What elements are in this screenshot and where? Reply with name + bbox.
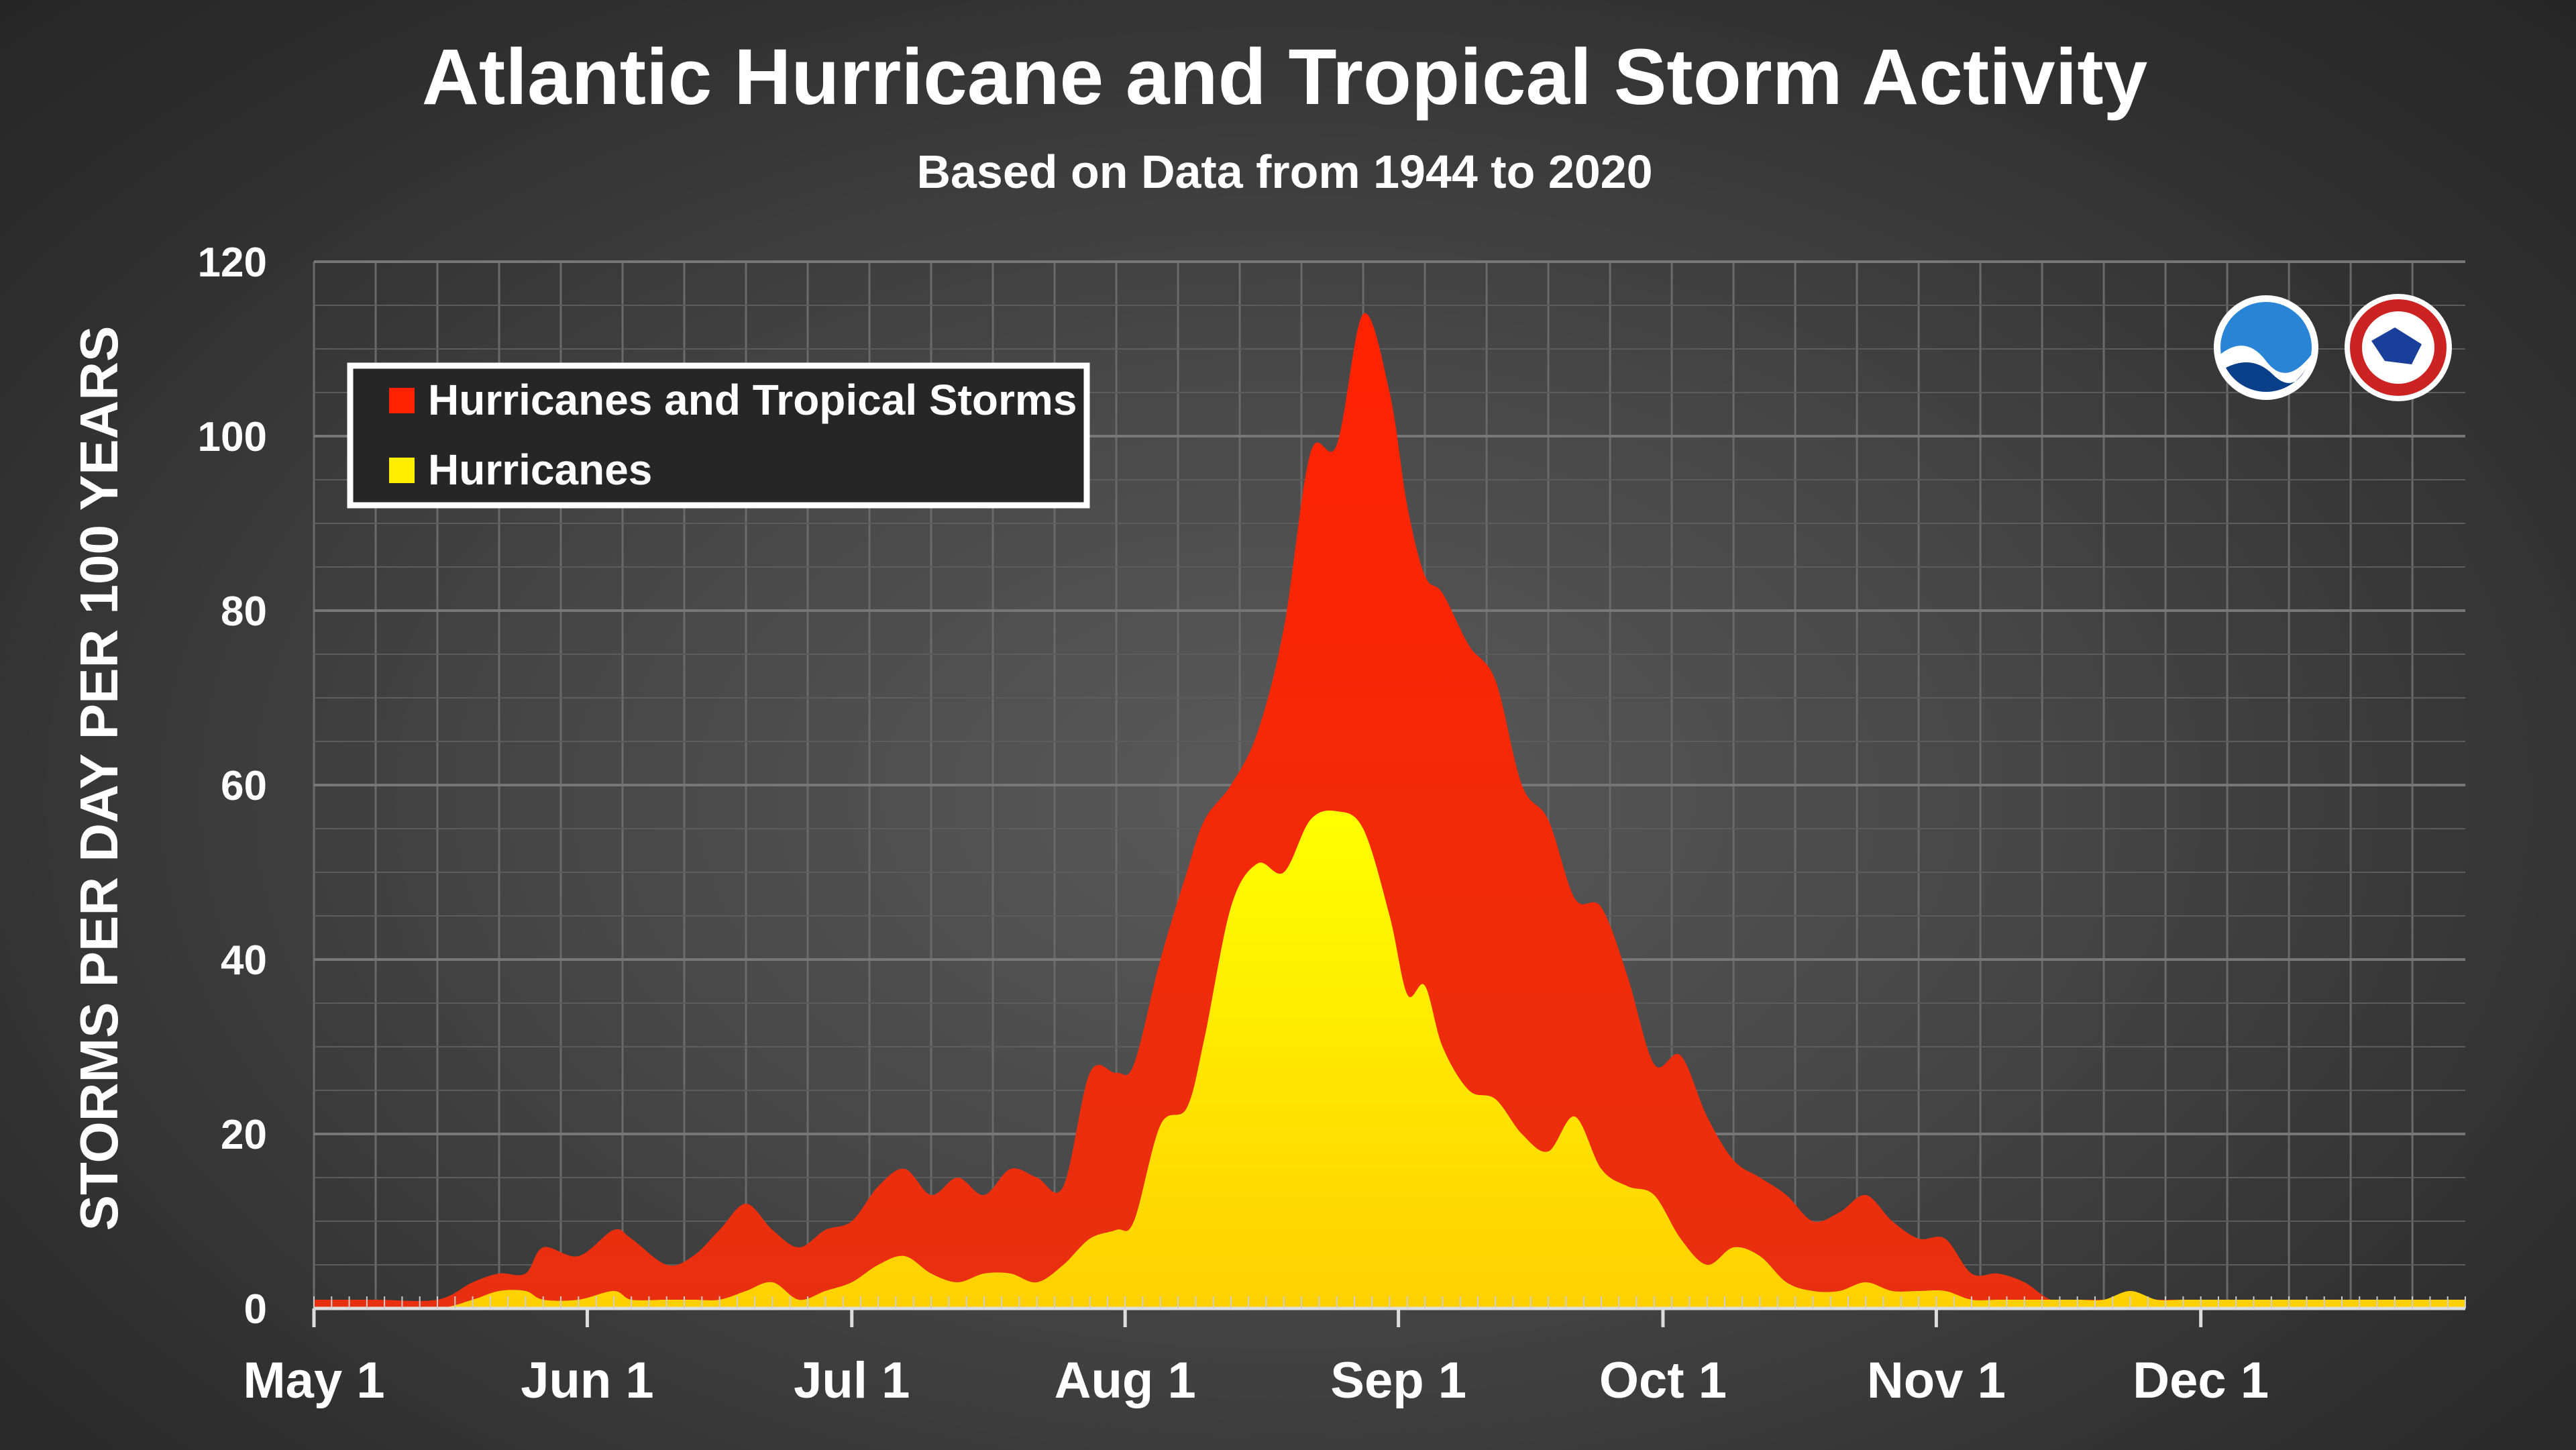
y-tick-label: 80	[221, 588, 267, 635]
chart-subtitle: Based on Data from 1944 to 2020	[916, 146, 1652, 198]
y-tick-label: 0	[244, 1286, 267, 1333]
nws-logo	[2345, 294, 2452, 401]
legend-swatch-series-0	[389, 388, 415, 413]
y-tick-label: 100	[198, 414, 267, 460]
x-tick-labels: May 1 Jun 1 Jul 1 Aug 1 Sep 1 Oct 1 Nov 1 Dec 1	[243, 1352, 2269, 1409]
x-tick-label: Jun 1	[521, 1352, 654, 1409]
y-tick-label: 60	[221, 763, 267, 809]
x-tick-label: Jul 1	[794, 1352, 910, 1409]
y-tick-labels: 0 20 40 60 80 100 120	[198, 240, 267, 1333]
x-tick-label: Oct 1	[1599, 1352, 1727, 1409]
area-series-1	[314, 810, 2465, 1308]
chart-title: Atlantic Hurricane and Tropical Storm Ac…	[422, 33, 2148, 121]
legend-label-series-1: Hurricanes	[428, 446, 652, 494]
x-tick-label: May 1	[243, 1352, 384, 1409]
legend: Hurricanes and Tropical Storms Hurricane…	[347, 362, 1090, 509]
noaa-logo	[2214, 295, 2318, 400]
x-tick-label: Sep 1	[1330, 1352, 1466, 1409]
area-series-0	[314, 313, 2465, 1308]
y-axis-label: STORMS PER DAY PER 100 YEARS	[69, 326, 129, 1231]
y-tick-label: 40	[221, 937, 267, 984]
legend-box	[347, 362, 1090, 509]
series-areas	[314, 313, 2465, 1308]
axes	[312, 1296, 2466, 1327]
x-tick-label: Dec 1	[2133, 1352, 2269, 1409]
y-tick-label: 120	[198, 240, 267, 286]
legend-swatch-series-1	[389, 458, 415, 483]
x-tick-label: Nov 1	[1867, 1352, 2006, 1409]
legend-label-series-0: Hurricanes and Tropical Storms	[428, 376, 1077, 424]
x-tick-label: Aug 1	[1055, 1352, 1196, 1409]
y-tick-label: 20	[221, 1112, 267, 1158]
